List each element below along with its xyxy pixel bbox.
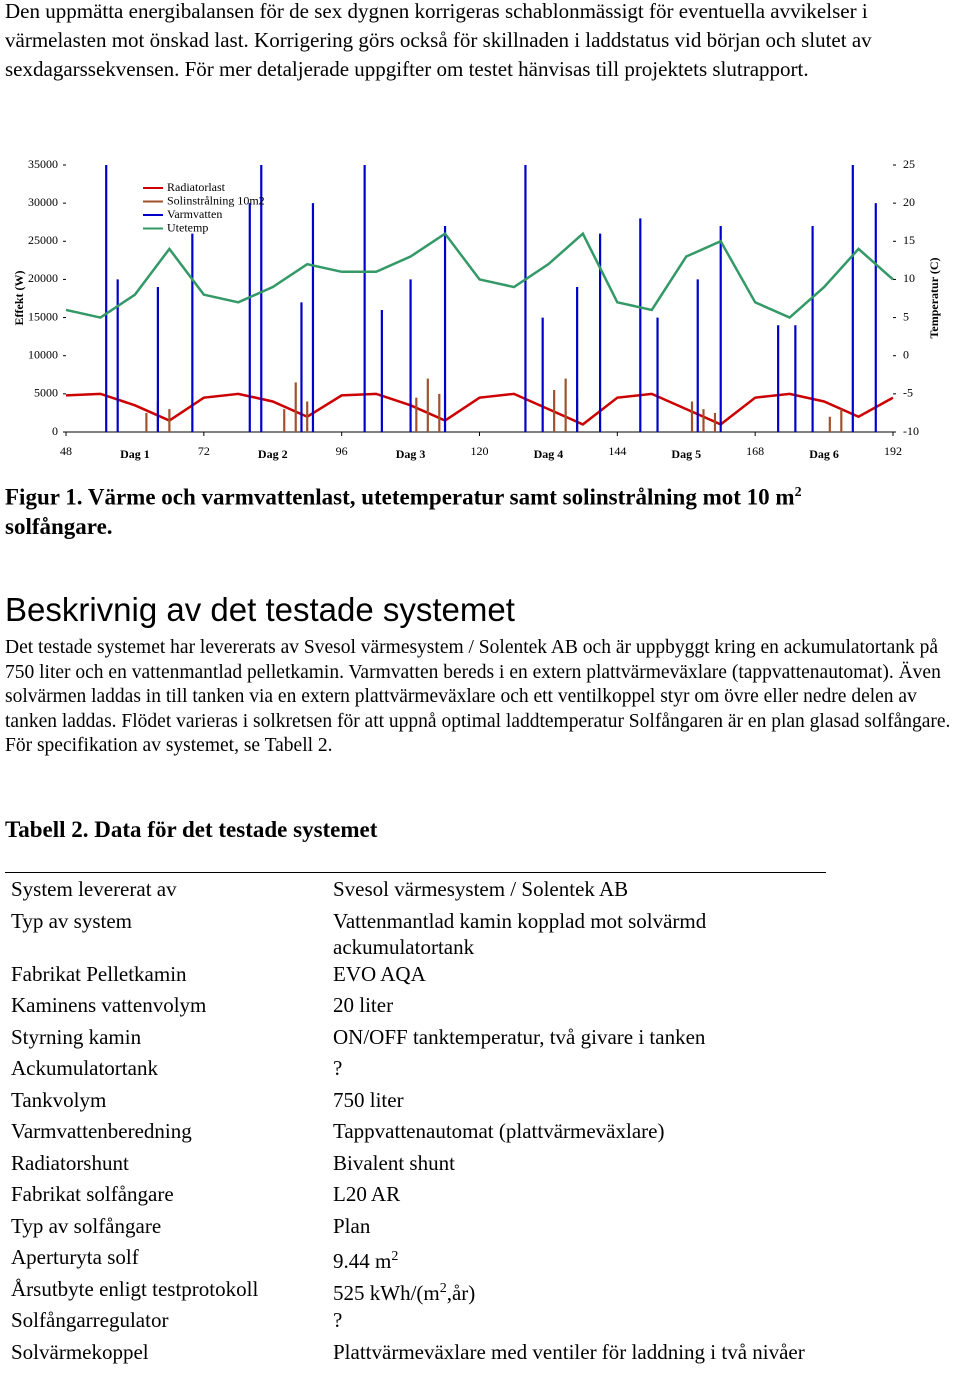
table-cell: Tappvattenautomat (plattvärmeväxlare) [333, 1119, 665, 1143]
table-row: System levererat av Svesol värmesystem / … [11, 876, 831, 908]
table-cell: 525 kWh/(m2,år) [333, 1276, 813, 1308]
y2-tick-label: 10 [903, 271, 915, 285]
day-label: Dag 4 [534, 447, 564, 461]
table-cell: Fabrikat Pelletkamin [11, 961, 187, 986]
table-cell: Årsutbyte enligt testprotokoll [11, 1276, 259, 1301]
table: System levererat av Svesol värmesystem / … [11, 876, 831, 1370]
table-rule [5, 872, 826, 873]
table-cell: 750 liter [333, 1087, 404, 1112]
cell-text: 9.44 m [333, 1249, 392, 1273]
day-label: Dag 5 [671, 447, 701, 461]
chart: 0 5000 10000 15000 20000 25000 30000 35000 -10 -5… [12, 157, 941, 461]
table-cell: System levererat av [11, 877, 177, 901]
table-cell: Vattenmantlad kamin kopplad mot solvärmd… [333, 908, 707, 960]
table-cell: Styrning kamin [11, 1024, 142, 1049]
table-row: Fabrikat solfångare L20 AR [11, 1181, 831, 1213]
table-row: Solfångarregulator? [11, 1307, 831, 1339]
legend-label: Radiatorlast [167, 180, 226, 194]
y2-tick-label: 20 [903, 195, 915, 209]
table-cell: EVO AQA [333, 961, 426, 986]
x-tick-label: 168 [746, 444, 764, 458]
series-line [65, 231, 894, 320]
y2-tick-label: 0 [903, 347, 909, 361]
table-cell: Typ av system [11, 908, 133, 933]
table-cell: Fabrikat solfångare [11, 1182, 174, 1206]
x-tick-label: 144 [608, 444, 626, 458]
caption-sup: 2 [794, 485, 802, 500]
legend-label: Utetemp [167, 220, 208, 234]
cell-sup: 2 [391, 1249, 399, 1264]
day-label: Dag 3 [396, 447, 426, 461]
caption: Figur 1. Värme och varmvattenlast, utete… [5, 478, 905, 541]
y2-tick-label: 25 [903, 157, 915, 171]
y-tick-label: 25000 [28, 233, 58, 247]
y2-tick-label: 5 [903, 309, 909, 323]
table-row: Tankvolym 750 liter [11, 1087, 831, 1119]
caption-text: Figur 1. Värme och varmvattenlast, utete… [5, 484, 795, 510]
table-cell: 20 liter [333, 993, 394, 1017]
table-row: Fabrikat Pelletkamin EVO AQA [11, 961, 831, 993]
y-tick-label: 20000 [28, 271, 58, 285]
table-cell: Kaminens vattenvolym [11, 993, 207, 1017]
y-tick-label: 10000 [28, 347, 58, 361]
table-cell: Ackumulatortank [11, 1056, 158, 1080]
table-cell: Tankvolym [11, 1087, 107, 1112]
table-cell: Plan [333, 1213, 371, 1238]
table-row: Aperturyta solf 9.44 m2 [11, 1244, 831, 1276]
y2-tick-label: -5 [903, 386, 913, 400]
table-cell: Solvärmekoppel [11, 1339, 149, 1364]
y-tick-label: 5000 [34, 386, 58, 400]
cell-text: 525 kWh/(m [333, 1280, 440, 1305]
day-label: Dag 1 [120, 447, 150, 461]
y-axis-title: Effekt (W) [12, 271, 26, 326]
y2-tick-label: 15 [903, 233, 915, 247]
table-cell: Solfångarregulator [11, 1308, 169, 1332]
table-row: Typ av solfångare Plan [11, 1213, 831, 1245]
table-title: Tabell 2. Data för det testade systemet [5, 817, 378, 842]
body-text: Det testade systemet har levererats av S… [5, 637, 951, 756]
caption-tail: solfångare. [5, 513, 113, 539]
x-tick-label: 48 [60, 444, 72, 458]
y2-tick-label: -10 [903, 424, 919, 438]
x-tick-label: 96 [336, 444, 348, 458]
x-tick-label: 72 [198, 444, 210, 458]
table-cell: 9.44 m2 [333, 1244, 813, 1276]
cell-sup: 2 [439, 1280, 447, 1296]
table-cell: Varmvattenberedning [11, 1119, 192, 1143]
table-cell: Plattvärmeväxlare med ventiler för laddn… [333, 1339, 805, 1364]
legend-label: Solinstrålning 10m2 [167, 193, 265, 207]
table-cell: ? [333, 1056, 343, 1080]
y2-axis-title: Temperatur (C) [927, 258, 941, 339]
x-tick-label: 192 [884, 444, 902, 458]
series-line [65, 392, 894, 426]
table-row: Varmvattenberedning Tappvattenautomat (pl… [11, 1118, 831, 1150]
y-tick-label: 0 [52, 424, 58, 438]
table-row: Ackumulatortank? [11, 1055, 831, 1087]
table-cell: Typ av solfångare [11, 1213, 162, 1238]
table-row: Solvärmekoppel Plattvärmeväxlare med vent… [11, 1339, 831, 1371]
table-cell: Radiatorshunt [11, 1150, 129, 1175]
table-row: Årsutbyte enligt testprotokoll 525 kWh/(m… [11, 1276, 831, 1308]
table-row: Typ av system Vattenmantlad kamin kopplad… [11, 908, 831, 961]
table-cell: Svesol värmesystem / Solentek AB [333, 877, 629, 901]
cell-tail: ,år) [446, 1280, 476, 1305]
legend-label: Varmvatten [167, 207, 222, 221]
x-tick-label: 120 [471, 444, 489, 458]
table-row: Radiatorshunt Bivalent shunt [11, 1150, 831, 1182]
table-cell: Aperturyta solf [11, 1245, 139, 1269]
table-cell: ON/OFF tanktemperatur, två givare i tank… [333, 1024, 706, 1049]
table-row: Styrning kamin ON/OFF tanktemperatur, två… [11, 1024, 831, 1056]
table-row: Kaminens vattenvolym 20 liter [11, 992, 831, 1024]
y-tick-label: 35000 [28, 157, 58, 171]
y-tick-label: 15000 [28, 309, 58, 323]
table-cell: L20 AR [333, 1182, 401, 1206]
day-label: Dag 6 [809, 447, 839, 461]
y-tick-label: 30000 [28, 195, 58, 209]
heading: Beskrivnig av det testade systemet [5, 591, 515, 628]
intro: Den uppmätta energibalansen för de sex d… [5, 0, 872, 81]
table-cell: ? [333, 1308, 343, 1332]
table-cell: Bivalent shunt [333, 1150, 455, 1175]
day-label: Dag 2 [258, 447, 288, 461]
